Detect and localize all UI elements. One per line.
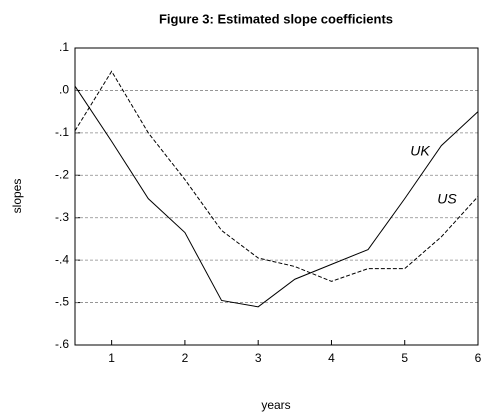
x-axis-label: years — [261, 398, 290, 412]
y-tick-label: .0 — [59, 83, 69, 97]
x-tick-label: 6 — [475, 351, 482, 365]
series-label: US — [437, 191, 457, 207]
y-tick-label: -.6 — [55, 337, 69, 351]
x-tick-label: 4 — [328, 351, 335, 365]
x-tick-label: 1 — [108, 351, 115, 365]
series-line — [74, 85, 479, 308]
x-tick-label: 2 — [182, 351, 189, 365]
y-tick-label: -.5 — [55, 295, 69, 309]
y-axis-label: slopes — [10, 179, 24, 214]
y-tick-label: -.4 — [55, 252, 69, 266]
series-label: UK — [410, 143, 430, 159]
y-tick-label: -.2 — [55, 167, 69, 181]
y-tick-label: .1 — [59, 40, 69, 54]
y-tick-label: -.1 — [55, 125, 69, 139]
y-tick-label: -.3 — [55, 210, 69, 224]
plot-frame — [74, 47, 479, 346]
chart-title: Figure 3: Estimated slope coefficients — [159, 11, 393, 26]
x-tick-label: 3 — [255, 351, 262, 365]
series-line — [74, 70, 479, 282]
x-tick-label: 5 — [401, 351, 408, 365]
